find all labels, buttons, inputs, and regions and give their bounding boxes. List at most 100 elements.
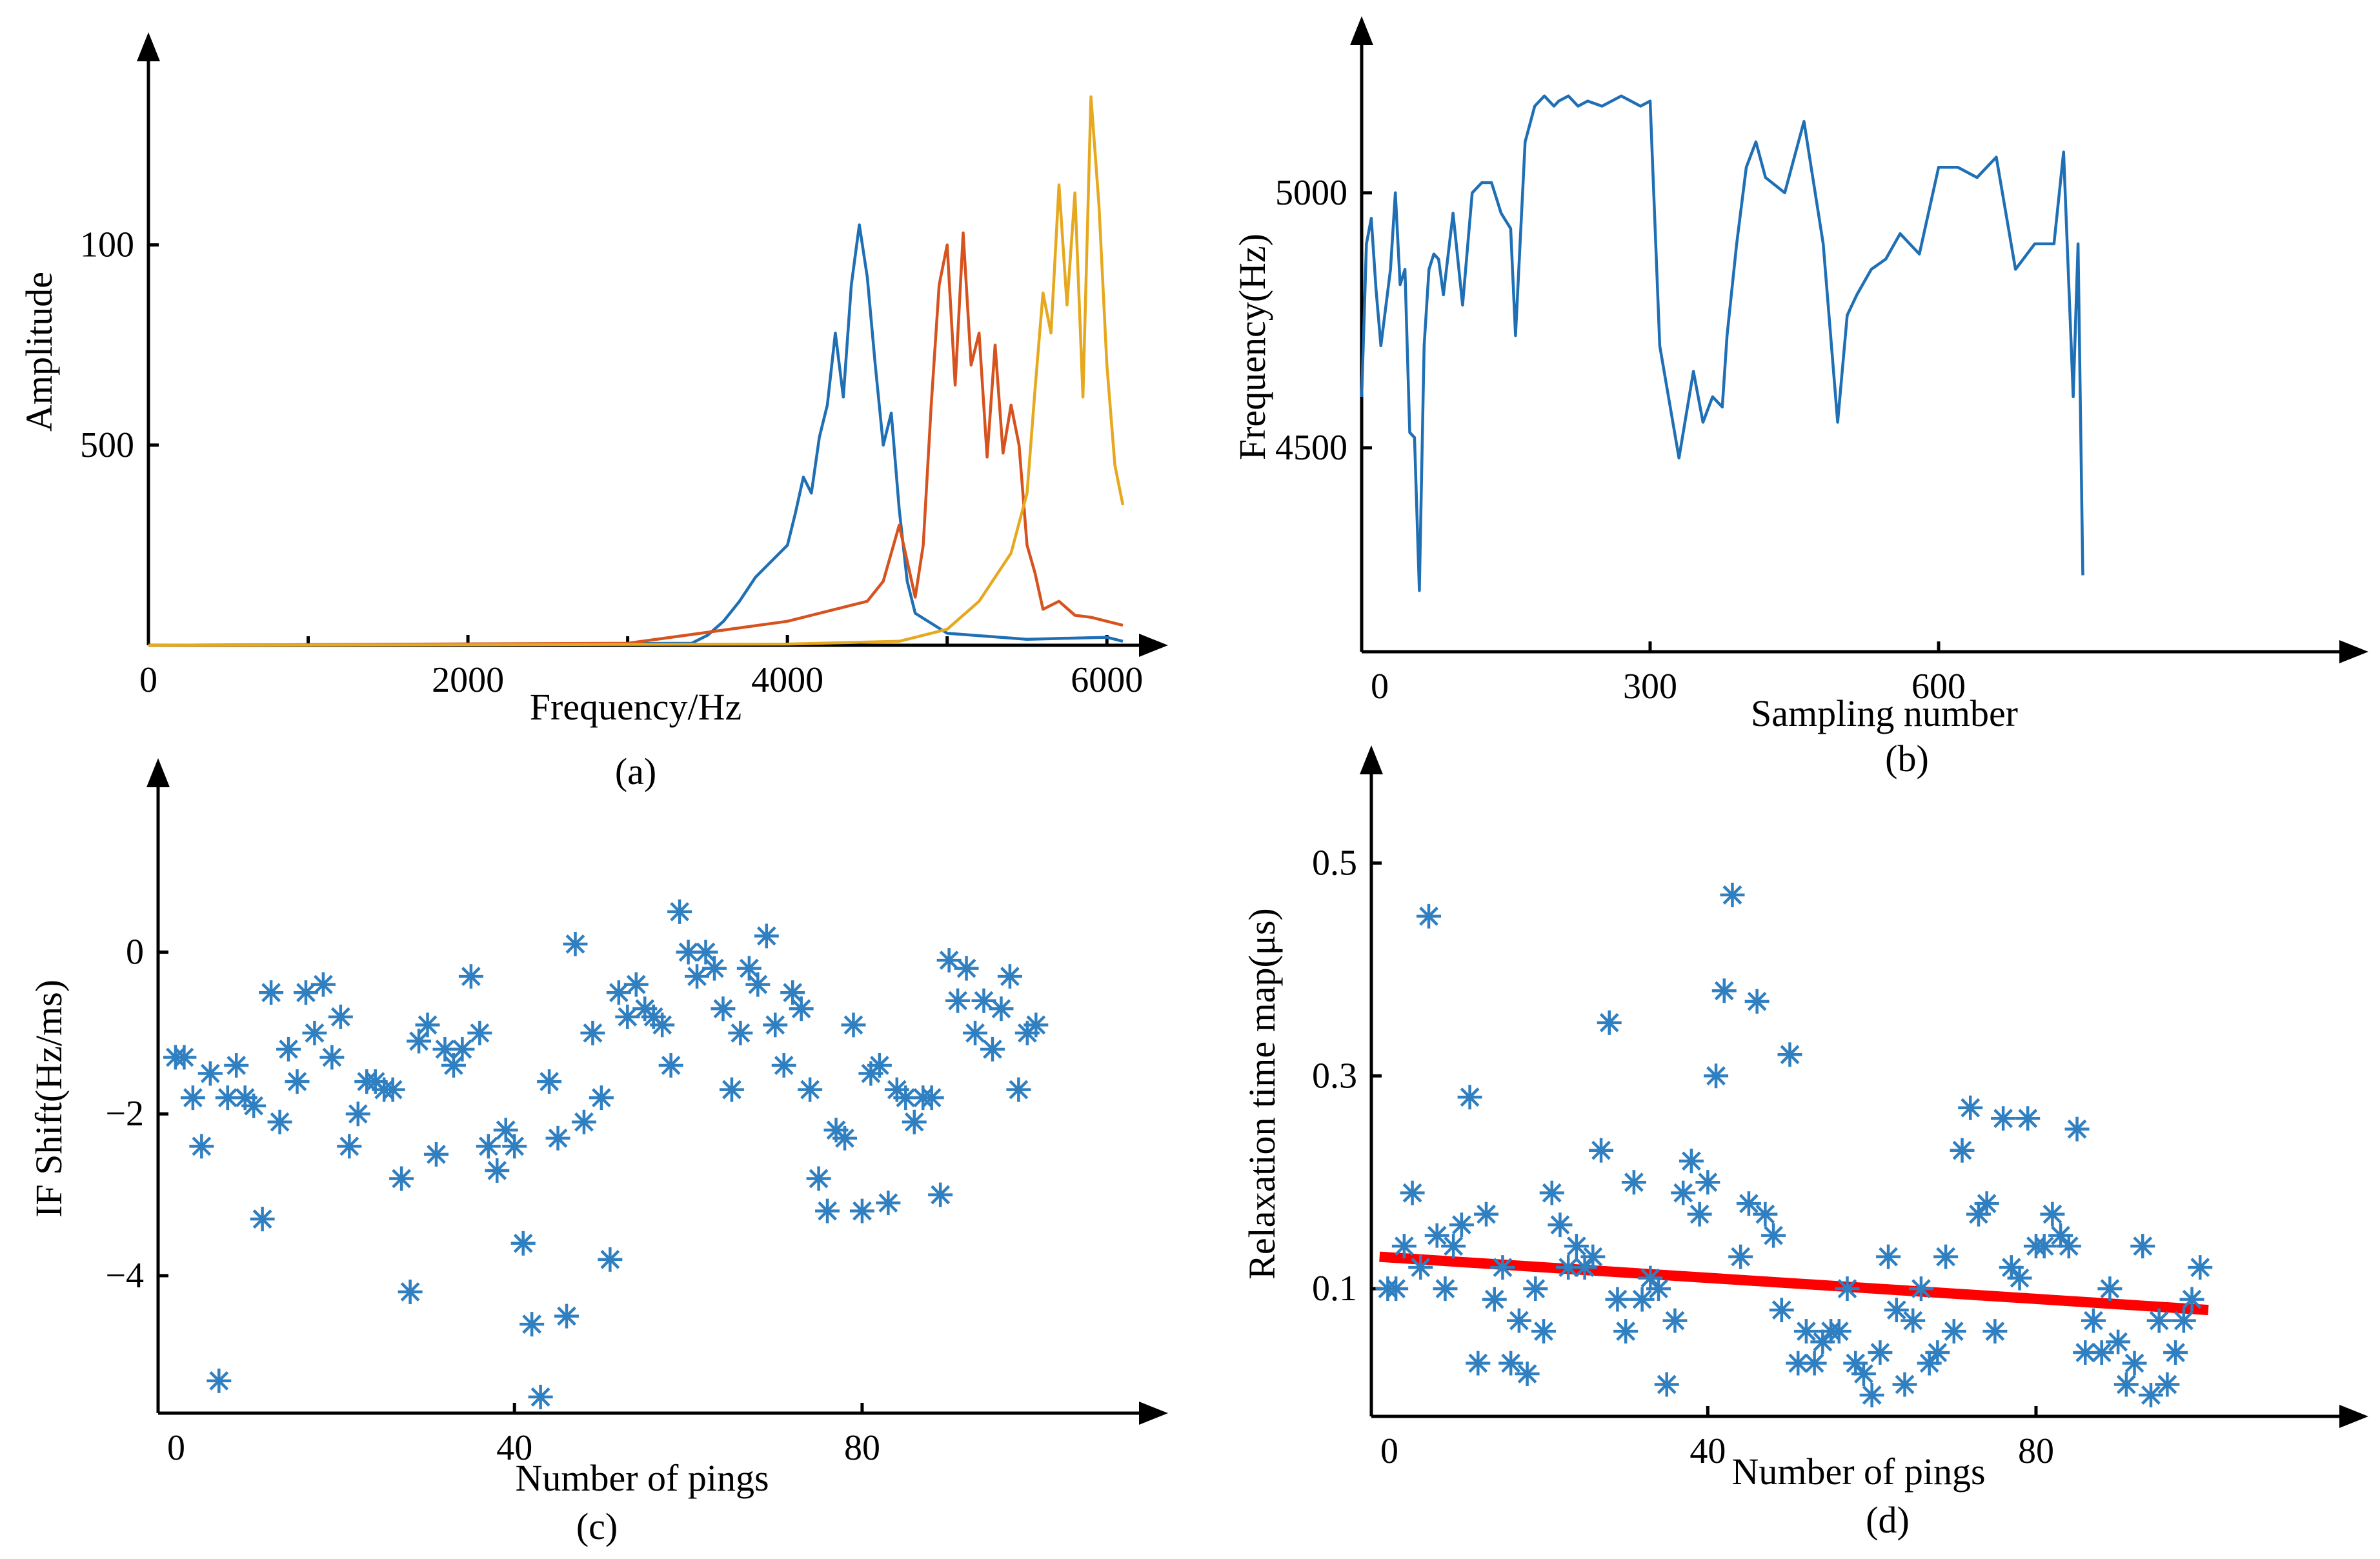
- y-tick-label: 100: [80, 225, 134, 265]
- data-point: [849, 1198, 874, 1223]
- marker-stroke: [1558, 1258, 1578, 1278]
- data-point: [1958, 1095, 1983, 1120]
- marker-stroke: [1640, 1268, 1660, 1288]
- marker-stroke: [305, 1023, 325, 1043]
- marker-stroke: [922, 1088, 942, 1108]
- marker-stroke: [2190, 1258, 2210, 1278]
- data-point: [259, 980, 284, 1005]
- marker-stroke: [2116, 1374, 2136, 1394]
- marker-stroke: [1747, 991, 1767, 1011]
- marker-stroke: [1493, 1258, 1513, 1278]
- marker-stroke: [279, 1040, 298, 1059]
- data-point: [1466, 1351, 1491, 1376]
- series-line-1: [148, 223, 1124, 647]
- data-point: [398, 1279, 423, 1304]
- marker-stroke: [1509, 1311, 1529, 1331]
- marker-stroke: [809, 1169, 829, 1189]
- marker-stroke: [1886, 1300, 1906, 1320]
- y-axis-label: IF Shift(Hz/ms): [28, 980, 70, 1218]
- marker-stroke: [1731, 1247, 1751, 1267]
- y-axis-label: Frequency(Hz): [1231, 234, 1273, 460]
- marker-stroke: [1517, 1364, 1537, 1383]
- data-point: [919, 1085, 944, 1111]
- marker-stroke: [670, 901, 689, 921]
- data-point: [711, 996, 736, 1021]
- data-point: [676, 940, 701, 965]
- data-point: [1777, 1042, 1802, 1067]
- marker-stroke: [1928, 1343, 1948, 1362]
- marker-stroke: [339, 1136, 359, 1156]
- marker-stroke: [574, 1112, 594, 1132]
- data-point: [902, 1109, 927, 1134]
- data-point: [1629, 1287, 1655, 1312]
- marker-stroke: [1706, 1066, 1726, 1086]
- marker-stroke: [183, 1088, 203, 1108]
- data-point: [1711, 978, 1737, 1003]
- marker-stroke: [1550, 1215, 1570, 1235]
- x-axis-label: Frequency/Hz: [530, 686, 742, 728]
- marker-stroke: [896, 1088, 916, 1108]
- marker-stroke: [2141, 1385, 2161, 1405]
- marker-stroke: [209, 1371, 229, 1391]
- y-axis-label: Amplitude: [18, 272, 60, 432]
- data-point: [1621, 1170, 1646, 1195]
- marker-stroke: [1846, 1353, 1866, 1373]
- x-tick-label: 600: [1911, 667, 1966, 707]
- data-point: [615, 1004, 640, 1029]
- marker-stroke: [452, 1040, 472, 1059]
- data-point: [1548, 1212, 1573, 1238]
- x-tick-label: 40: [496, 1428, 532, 1468]
- data-point: [1793, 1319, 1819, 1344]
- marker-stroke: [1402, 1183, 1422, 1203]
- x-axis-arrow: [1139, 634, 1168, 657]
- data-point: [658, 1053, 683, 1078]
- data-point: [415, 1012, 440, 1038]
- data-point: [2097, 1276, 2123, 1302]
- marker-stroke: [948, 991, 967, 1011]
- data-point: [476, 1134, 501, 1159]
- data-point: [389, 1166, 414, 1191]
- data-point: [1720, 882, 1745, 907]
- data-point: [1662, 1308, 1688, 1333]
- y-tick-label: 4500: [1275, 428, 1347, 468]
- data-point: [302, 1020, 327, 1045]
- series-line-2: [148, 231, 1124, 647]
- data-point: [928, 1182, 953, 1207]
- data-point: [1506, 1308, 1531, 1333]
- data-point: [867, 1053, 892, 1078]
- marker-stroke: [505, 1136, 525, 1156]
- data-point: [1802, 1351, 1827, 1376]
- marker-stroke: [2173, 1311, 2193, 1331]
- data-point: [554, 1303, 580, 1329]
- marker-stroke: [1026, 1015, 1046, 1035]
- data-point: [806, 1166, 831, 1191]
- data-point: [1876, 1244, 1901, 1269]
- marker-stroke: [2133, 1236, 2153, 1256]
- marker-stroke: [1870, 1343, 1890, 1362]
- marker-stroke: [1657, 1374, 1677, 1394]
- marker-stroke: [470, 1023, 490, 1043]
- data-point: [1933, 1244, 1959, 1269]
- marker-stroke: [1813, 1332, 1833, 1352]
- data-point: [467, 1020, 492, 1045]
- marker-stroke: [487, 1161, 507, 1180]
- marker-stroke: [783, 983, 803, 1003]
- data-point: [1474, 1202, 1499, 1227]
- marker-stroke: [1797, 1322, 1816, 1341]
- data-point: [571, 1109, 596, 1134]
- marker-stroke: [174, 1047, 194, 1067]
- marker-stroke: [1484, 1289, 1504, 1309]
- marker-stroke: [1632, 1289, 1652, 1309]
- marker-stroke: [2092, 1343, 2112, 1362]
- series-line-3: [148, 95, 1125, 647]
- data-point: [2179, 1287, 2204, 1312]
- marker-stroke: [748, 974, 768, 994]
- data-point: [1424, 1223, 1449, 1248]
- marker-stroke: [818, 1201, 837, 1221]
- data-point: [1982, 1319, 2008, 1344]
- marker-stroke: [496, 1120, 516, 1140]
- marker-stroke: [931, 1185, 951, 1205]
- data-point: [763, 1012, 788, 1038]
- data-point: [528, 1384, 553, 1409]
- data-point: [224, 1053, 249, 1078]
